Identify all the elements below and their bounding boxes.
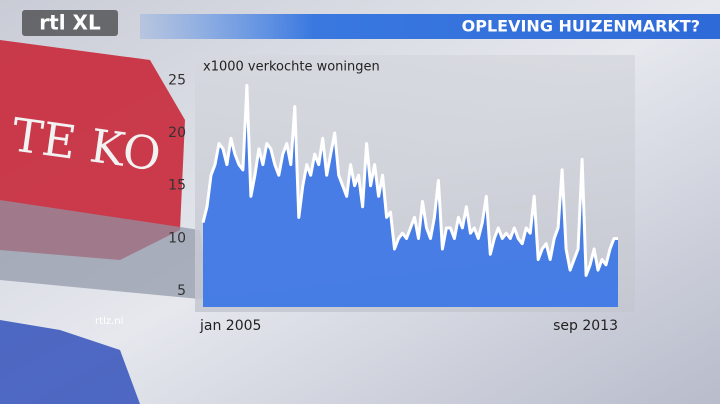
area bbox=[203, 85, 618, 307]
chart-title: OPLEVING HUIZENMARKT? bbox=[462, 17, 700, 36]
x-tick-label: sep 2013 bbox=[553, 318, 618, 334]
watermark: rtlz.nl bbox=[95, 316, 123, 327]
background-decoration bbox=[0, 320, 140, 404]
title-bar bbox=[140, 14, 720, 39]
logo-box bbox=[22, 10, 118, 36]
y-tick-label: 20 bbox=[168, 125, 186, 141]
logo: rtl XL bbox=[39, 11, 101, 35]
line bbox=[201, 84, 618, 277]
y-tick-label: 25 bbox=[168, 72, 186, 88]
y-tick-label: 10 bbox=[168, 230, 186, 246]
y-tick-label: 5 bbox=[177, 283, 186, 299]
x-tick-label: jan 2005 bbox=[199, 318, 261, 334]
background-pole bbox=[0, 200, 210, 300]
y-axis-label: x1000 verkochte woningen bbox=[203, 60, 380, 75]
background-sign bbox=[0, 40, 185, 260]
y-tick-label: 15 bbox=[168, 178, 186, 194]
